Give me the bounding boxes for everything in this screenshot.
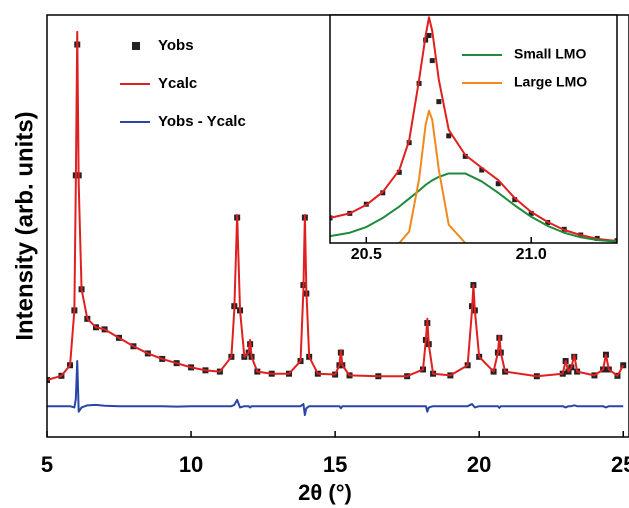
- y-axis-label: Intensity (arb. units): [11, 111, 38, 340]
- data-line: [330, 172, 617, 243]
- data-line: [398, 109, 466, 243]
- data-point: [396, 169, 402, 175]
- data-point: [446, 133, 452, 139]
- x-axis-label: 2θ (°): [298, 480, 352, 505]
- legend-label: Yobs: [158, 37, 194, 54]
- legend-marker: [132, 42, 140, 50]
- x-tick-label: 15: [323, 452, 347, 477]
- plot-area: [47, 30, 627, 417]
- data-point: [436, 99, 442, 105]
- x-tick-label: 5: [41, 452, 53, 477]
- x-tick-label: 25: [611, 452, 629, 477]
- data-line: [47, 30, 625, 381]
- inset-background: [330, 15, 617, 243]
- plot-area: [330, 16, 617, 243]
- data-point: [429, 58, 435, 64]
- data-point: [462, 153, 468, 159]
- legend-label: Yobs - Ycalc: [158, 113, 246, 130]
- plot-frame: [329, 14, 618, 244]
- data-point: [528, 210, 534, 216]
- data-line: [47, 360, 624, 417]
- data-line: [330, 16, 617, 242]
- legend-label: Large LMO: [514, 74, 587, 90]
- data-point: [512, 197, 518, 203]
- data-point: [495, 181, 501, 187]
- x-tick-label: 20.5: [351, 246, 382, 263]
- data-point: [426, 33, 432, 39]
- x-tick-label: 20: [467, 452, 491, 477]
- legend-label: Small LMO: [514, 46, 586, 62]
- legend-label: Ycalc: [158, 75, 197, 92]
- data-point: [479, 167, 485, 173]
- x-tick-label: 21.0: [516, 246, 547, 263]
- x-tick-label: 10: [179, 452, 203, 477]
